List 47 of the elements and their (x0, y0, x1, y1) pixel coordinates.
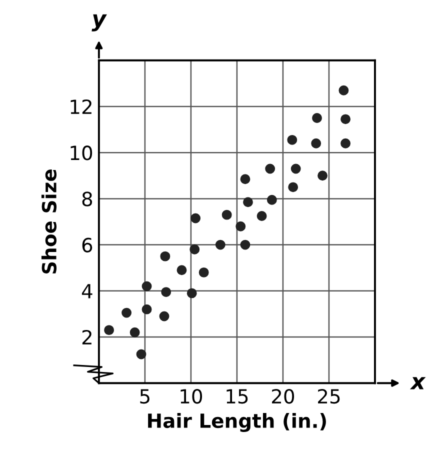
x-tick-label: 10 (180, 388, 202, 404)
y-tick-label: 4 (82, 284, 92, 298)
point (142, 281, 152, 292)
point (130, 327, 140, 338)
point (318, 170, 328, 181)
point (256, 211, 267, 221)
text: y (92, 14, 107, 32)
x-axis-title: Hair Length (in.) (148, 413, 326, 432)
x-tick-label: 25 (318, 388, 340, 404)
point (190, 213, 201, 224)
point (186, 288, 197, 298)
point (240, 174, 250, 184)
y-tick-label: 8 (82, 192, 92, 206)
point (198, 267, 209, 278)
point (136, 349, 146, 360)
point (287, 134, 298, 145)
point (236, 221, 246, 232)
y-tick-label: 10 (70, 146, 92, 160)
point (288, 182, 298, 192)
text: x (410, 377, 426, 390)
point (243, 197, 253, 208)
point (215, 240, 226, 250)
point (159, 311, 170, 322)
point (340, 114, 351, 124)
point (311, 138, 322, 148)
point (190, 244, 200, 254)
point (338, 85, 349, 96)
x-tick-label: 20 (272, 388, 294, 404)
point (142, 304, 152, 314)
y-tick-label: 6 (82, 238, 92, 252)
y-tick-label: 12 (70, 99, 92, 114)
x-tick-label: 5 (140, 389, 150, 404)
point (266, 194, 277, 205)
point (160, 251, 170, 262)
point (265, 164, 276, 174)
point (312, 113, 322, 123)
point (104, 325, 114, 336)
y-tick-label: 2 (82, 330, 92, 344)
point (240, 240, 250, 250)
point (222, 210, 232, 220)
point (290, 164, 301, 174)
point (122, 308, 132, 318)
y-axis-title: Shoe Size (41, 170, 57, 274)
point (161, 287, 172, 298)
point (176, 265, 187, 276)
point (340, 138, 351, 148)
x-tick-label: 15 (226, 389, 248, 404)
